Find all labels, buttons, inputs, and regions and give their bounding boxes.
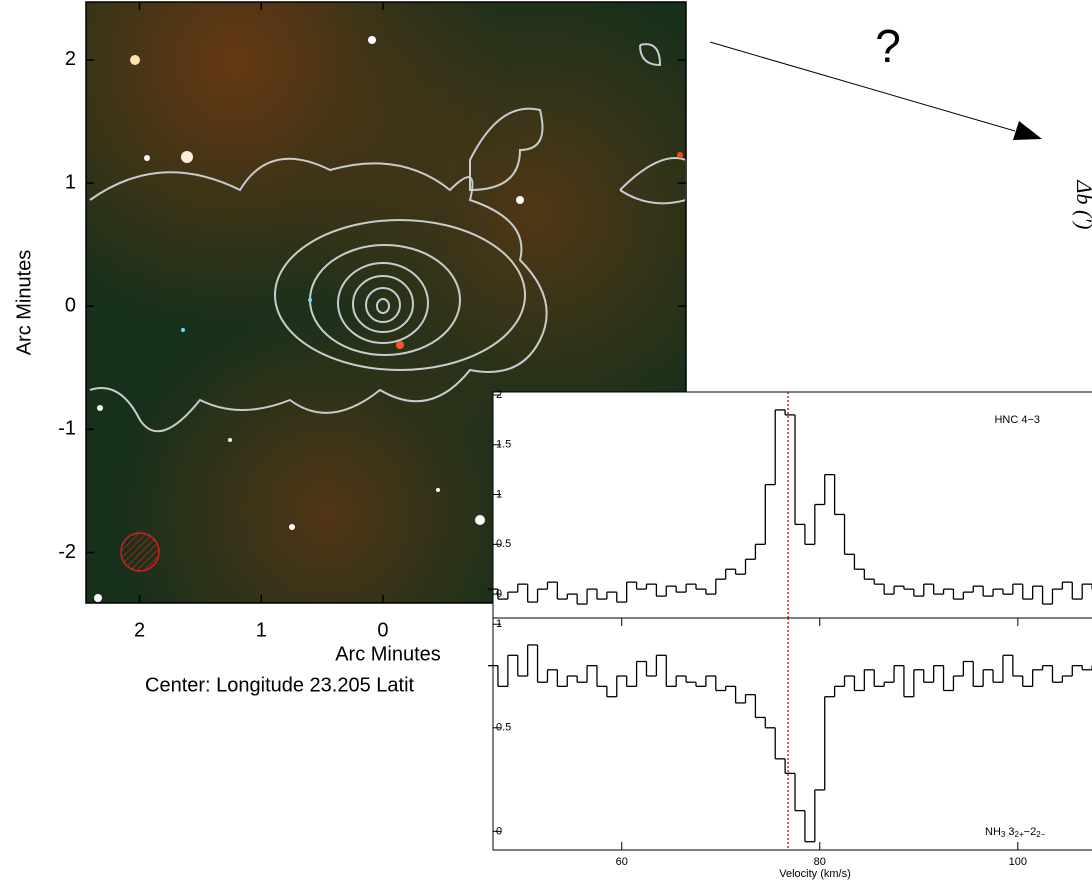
- label-part: 2+: [1015, 830, 1024, 839]
- y-tick-label: 1: [65, 171, 76, 193]
- caption: Center: Longitude 23.205 Latit: [145, 674, 415, 696]
- y-axis-label: Arc Minutes: [13, 250, 35, 356]
- label-part: −2: [1024, 826, 1037, 838]
- y-tick-label: 1: [496, 618, 502, 630]
- x-tick-label: 60: [616, 856, 628, 868]
- x-axis-label: Arc Minutes: [335, 643, 441, 665]
- y-tick-label: 0.5: [496, 538, 511, 550]
- figure: 2 1 0 -2 -1 0 1 2 Arc Minutes Arc Minutes Center: …: [0, 0, 1092, 893]
- arrow-head: [1013, 121, 1042, 140]
- y-tick-label: 0: [65, 294, 76, 316]
- label-part: 2−: [1036, 830, 1045, 839]
- label-part: NH: [985, 826, 1001, 838]
- label-part: 3: [1005, 826, 1014, 838]
- y-tick-label: 2: [496, 389, 502, 401]
- y-tick-label: 0: [496, 825, 502, 837]
- y-tick-label: 2: [65, 48, 76, 70]
- x-tick-label: 100: [1009, 856, 1027, 868]
- line-label: HNC 4−3: [994, 414, 1040, 426]
- panel-background: [493, 618, 1092, 850]
- x-tick-label: 1: [256, 619, 267, 641]
- x-tick-label: 2: [134, 619, 145, 641]
- x-tick-label: 0: [377, 619, 388, 641]
- side-label: Δb (′): [1072, 180, 1092, 230]
- y-tick-label: 0: [496, 588, 502, 600]
- arrow-line: [710, 42, 1015, 131]
- y-tick-label: -1: [58, 418, 76, 440]
- y-tick-label: 0.5: [496, 722, 511, 734]
- y-tick-label: 1: [496, 488, 502, 500]
- y-tick-label: 1.5: [496, 439, 511, 451]
- question-mark: ?: [875, 20, 901, 72]
- x-axis-label: Velocity (km/s): [779, 868, 851, 880]
- x-tick-label: 80: [814, 856, 826, 868]
- y-tick-label: -2: [58, 541, 76, 563]
